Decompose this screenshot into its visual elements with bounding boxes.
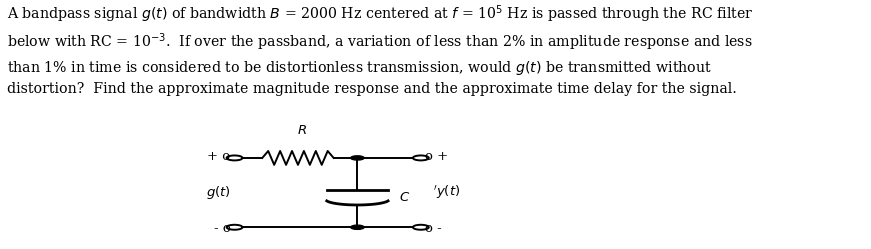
Text: + o: + o bbox=[207, 150, 231, 163]
Text: $g(t)$: $g(t)$ bbox=[206, 184, 231, 201]
Text: A bandpass signal $g(t)$ of bandwidth $B$ = 2000 Hz centered at $f$ = 10$^5$ Hz : A bandpass signal $g(t)$ of bandwidth $B… bbox=[7, 3, 753, 96]
Text: o +: o + bbox=[425, 150, 448, 163]
Circle shape bbox=[351, 225, 364, 229]
Circle shape bbox=[351, 156, 364, 160]
Text: $C$: $C$ bbox=[400, 191, 410, 204]
Text: $'y(t)$: $'y(t)$ bbox=[433, 184, 460, 201]
Text: o -: o - bbox=[425, 222, 442, 235]
Text: $R$: $R$ bbox=[297, 124, 307, 137]
Text: - o: - o bbox=[213, 222, 231, 235]
